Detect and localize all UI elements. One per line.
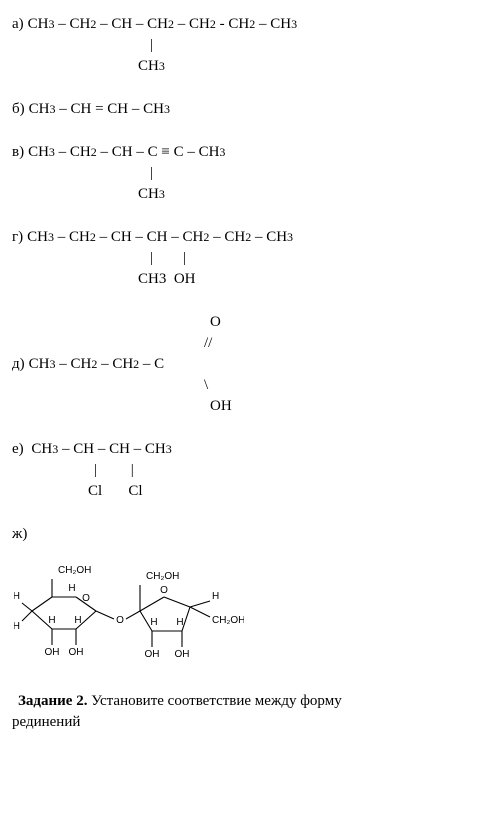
- task2-line1: Установите соответствие между форму: [87, 693, 341, 709]
- svg-text:CH₂OH: CH₂OH: [58, 565, 91, 576]
- d-bar: | |: [150, 248, 186, 269]
- c-bar-indent: [12, 163, 150, 184]
- svg-text:CH₂OH: CH₂OH: [146, 571, 179, 582]
- d-branch: CH3 OH: [138, 269, 196, 290]
- svg-text:O: O: [116, 615, 124, 626]
- c-txt-indent: [12, 184, 138, 205]
- item-g: ж): [12, 524, 488, 545]
- f-branch: Cl Cl: [88, 481, 143, 502]
- label-d: г): [12, 227, 23, 248]
- d-txt-indent: [12, 269, 138, 290]
- item-a: а) CH3 – CH2 – CH – CH2 – CH2 - CH2 – CH…: [12, 14, 488, 77]
- svg-text:OH: OH: [14, 621, 20, 632]
- chain-b: CH3 – CH = CH – CH3: [29, 99, 170, 120]
- svg-text:H: H: [68, 583, 75, 594]
- svg-text:H: H: [212, 591, 219, 602]
- svg-text:OH: OH: [145, 649, 160, 660]
- svg-text:H: H: [48, 615, 55, 626]
- a-bar: |: [150, 35, 153, 56]
- a-bar-indent: [12, 35, 150, 56]
- c-branch: CH3: [138, 184, 165, 205]
- e-bot-indent1: [12, 375, 204, 396]
- item-f: е) CH3 – CH – CH – CH3 | | Cl Cl: [12, 439, 488, 502]
- e-top-indent2: [12, 333, 204, 354]
- svg-text:OH: OH: [175, 649, 190, 660]
- task2-line2: рединений: [12, 714, 80, 730]
- svg-text:H: H: [14, 591, 20, 602]
- item-c: в) CH3 – CH2 – CH – C ≡ C – CH3 | CH3: [12, 142, 488, 205]
- e-bot-oh: OH: [210, 396, 232, 417]
- item-e: O // д) CH3 – CH2 – CH2 – C \ OH: [12, 312, 488, 417]
- a-txt-indent: [12, 56, 138, 77]
- e-top-indent1: [12, 312, 210, 333]
- e-top-o: O: [210, 312, 221, 333]
- svg-text:OH: OH: [69, 647, 84, 658]
- svg-text:H: H: [74, 615, 81, 626]
- label-c: в): [12, 142, 24, 163]
- task-2: Задание 2. Установите соответствие между…: [12, 691, 488, 733]
- item-b: б) CH3 – CH = CH – CH3: [12, 99, 488, 120]
- label-e: д): [12, 354, 25, 375]
- svg-text:O: O: [160, 585, 168, 596]
- label-f: е): [12, 439, 24, 460]
- svg-text:CH₂OH: CH₂OH: [212, 615, 244, 626]
- svg-text:OH: OH: [45, 647, 60, 658]
- item-d: г) CH3 – CH2 – CH – CH – CH2 – CH2 – CH3…: [12, 227, 488, 290]
- svg-text:H: H: [176, 617, 183, 628]
- label-a: а): [12, 14, 24, 35]
- label-g: ж): [12, 526, 27, 542]
- chain-f: CH3 – CH – CH – CH3: [28, 439, 172, 460]
- molecule-sucrose: OCH₂OHHOHOHHOHHHOOCH₂OHHCH₂OHOHHOHH: [14, 549, 488, 669]
- f-txt-indent: [12, 481, 88, 502]
- e-bot-indent2: [12, 396, 210, 417]
- chain-c: CH3 – CH2 – CH – C ≡ C – CH3: [28, 142, 225, 163]
- c-bar: |: [150, 163, 153, 184]
- chain-a: CH3 – CH2 – CH – CH2 – CH2 - CH2 – CH3: [28, 14, 297, 35]
- svg-text:O: O: [82, 593, 90, 604]
- label-b: б): [12, 99, 25, 120]
- d-bar-indent: [12, 248, 150, 269]
- e-bot-sl: \: [204, 375, 208, 396]
- f-bar-indent: [12, 460, 94, 481]
- svg-text:H: H: [150, 617, 157, 628]
- e-top-sl: //: [204, 333, 212, 354]
- a-branch: CH3: [138, 56, 165, 77]
- chain-d: CH3 – CH2 – CH – CH – CH2 – CH2 – CH3: [27, 227, 293, 248]
- task2-bold: Задание 2.: [18, 693, 87, 709]
- f-bar: | |: [94, 460, 134, 481]
- chain-e: CH3 – CH2 – CH2 – C: [29, 354, 165, 375]
